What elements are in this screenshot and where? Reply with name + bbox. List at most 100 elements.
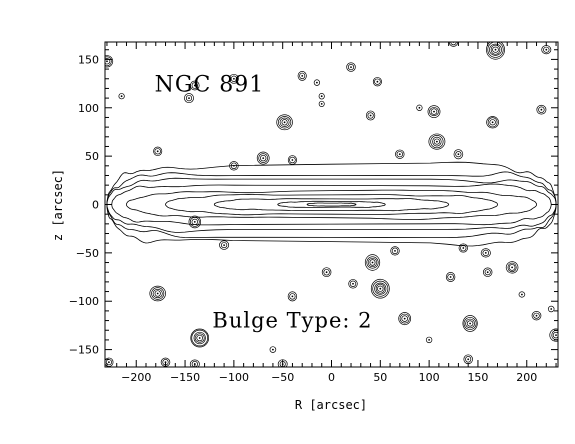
source-contour	[258, 153, 269, 163]
source-contour	[154, 148, 161, 155]
source-contour	[191, 218, 199, 226]
source-contour	[185, 94, 193, 102]
y-axis-label: z [arcsec]	[51, 169, 65, 241]
source-contour	[398, 312, 412, 326]
source-peak	[198, 337, 201, 339]
source-peak	[418, 106, 421, 109]
source-peak	[369, 114, 372, 117]
source-contour	[447, 273, 454, 281]
y-tick-label: 50	[85, 150, 99, 163]
source-contour	[543, 46, 550, 53]
source-contour	[430, 135, 444, 149]
source-peak	[494, 48, 497, 51]
source-contour	[487, 117, 498, 128]
source-contour	[486, 116, 499, 129]
source-contour	[430, 108, 438, 115]
source-contour	[105, 56, 112, 67]
source-peak	[403, 317, 406, 320]
source-contour	[445, 272, 456, 282]
source-peak	[352, 282, 354, 285]
source-peak	[291, 295, 294, 298]
source-contour	[152, 288, 163, 299]
source-contour	[188, 215, 202, 229]
source-contour	[484, 269, 491, 276]
source-contour	[372, 280, 389, 297]
source-contour	[313, 79, 321, 86]
source-contour	[149, 285, 166, 302]
source-contour	[277, 359, 288, 367]
source-contour	[505, 261, 519, 274]
source-contour	[230, 75, 237, 82]
galaxy-name-annotation: NGC 891	[155, 73, 265, 98]
x-tick-label: −200	[121, 371, 151, 384]
source-contour	[287, 155, 297, 165]
source-contour	[428, 133, 446, 150]
source-peak	[223, 244, 226, 247]
source-contour	[105, 55, 114, 68]
source-contour	[547, 305, 555, 313]
source-contour	[151, 287, 165, 300]
source-contour	[318, 100, 325, 107]
source-contour	[190, 328, 209, 348]
source-contour	[372, 77, 382, 87]
source-peak	[555, 334, 557, 336]
source-peak	[233, 164, 235, 167]
source-contour	[453, 149, 464, 160]
source-contour	[260, 154, 267, 162]
source-contour	[455, 151, 462, 158]
source-contour	[375, 283, 385, 294]
source-contour	[395, 149, 405, 159]
source-contour	[318, 92, 325, 100]
source-contour	[460, 244, 467, 252]
disk-isophote	[306, 202, 357, 207]
source-peak	[283, 121, 286, 124]
source-contour	[191, 82, 198, 89]
source-contour	[432, 136, 442, 147]
source-contour	[366, 110, 376, 121]
isophote-contours	[105, 42, 558, 367]
source-contour	[433, 138, 441, 145]
source-contour	[489, 43, 502, 56]
disk-isophote	[165, 193, 498, 216]
source-contour	[425, 336, 433, 344]
source-contour	[118, 93, 125, 100]
x-tick-label: 150	[467, 371, 488, 384]
source-contour	[154, 290, 161, 297]
source-contour	[287, 291, 298, 302]
source-contour	[466, 320, 474, 327]
source-contour	[105, 357, 114, 367]
source-peak	[316, 81, 318, 84]
source-contour	[321, 267, 332, 278]
axis-ticks	[105, 42, 558, 367]
x-tick-label: −150	[170, 371, 200, 384]
source-peak	[433, 110, 435, 113]
source-contour	[390, 246, 400, 256]
source-peak	[540, 108, 543, 111]
source-contour	[297, 71, 307, 81]
source-contour	[429, 107, 439, 117]
source-contour	[279, 117, 290, 127]
source-peak	[428, 339, 430, 341]
source-contour	[480, 248, 491, 258]
y-tick-label: −50	[76, 247, 99, 260]
source-contour	[276, 114, 293, 131]
source-peak	[320, 95, 323, 98]
source-contour	[401, 315, 409, 322]
source-contour	[256, 151, 270, 165]
source-contour	[369, 259, 376, 266]
source-contour	[194, 333, 205, 343]
source-contour	[374, 78, 381, 85]
source-contour	[458, 243, 468, 253]
source-peak	[398, 153, 401, 156]
source-peak	[193, 84, 196, 87]
source-peak	[350, 66, 352, 68]
source-contour	[191, 329, 209, 347]
source-peak	[484, 252, 487, 254]
source-contour	[269, 346, 277, 353]
source-peak	[449, 276, 452, 278]
source-contour	[323, 268, 330, 276]
source-peak	[376, 80, 379, 83]
source-contour	[533, 312, 540, 319]
source-contour	[370, 278, 390, 299]
source-contour	[427, 105, 441, 118]
